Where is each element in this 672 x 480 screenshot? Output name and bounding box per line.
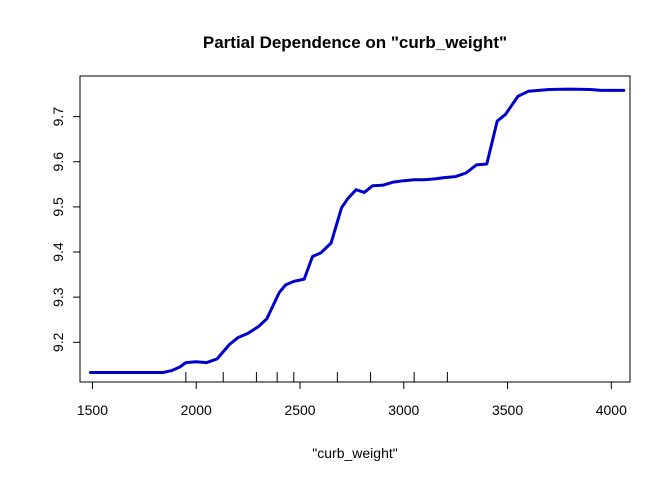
y-tick-label: 9.2 <box>50 332 66 352</box>
y-tick-label: 9.6 <box>50 152 66 172</box>
y-tick-label: 9.7 <box>50 107 66 127</box>
y-tick-label: 9.5 <box>50 197 66 217</box>
y-tick-label: 9.3 <box>50 287 66 307</box>
x-tick-label: 3000 <box>388 402 419 418</box>
y-axis: 9.2 9.3 9.4 9.5 9.6 9.7 <box>50 107 81 352</box>
rug-marks <box>185 372 448 382</box>
x-axis: 1500 2000 2500 3000 3500 4000 <box>77 381 627 418</box>
x-tick-label: 1500 <box>77 402 108 418</box>
series-line <box>88 87 626 374</box>
chart-title: Partial Dependence on "curb_weight" <box>203 33 507 52</box>
series-group <box>88 87 626 374</box>
y-tick-label: 9.4 <box>50 242 66 262</box>
x-axis-label: "curb_weight" <box>312 445 397 461</box>
x-tick-label: 2500 <box>284 402 315 418</box>
x-tick-label: 4000 <box>596 402 627 418</box>
x-tick-label: 3500 <box>492 402 523 418</box>
plot-frame <box>79 75 631 383</box>
x-tick-label: 2000 <box>181 402 212 418</box>
